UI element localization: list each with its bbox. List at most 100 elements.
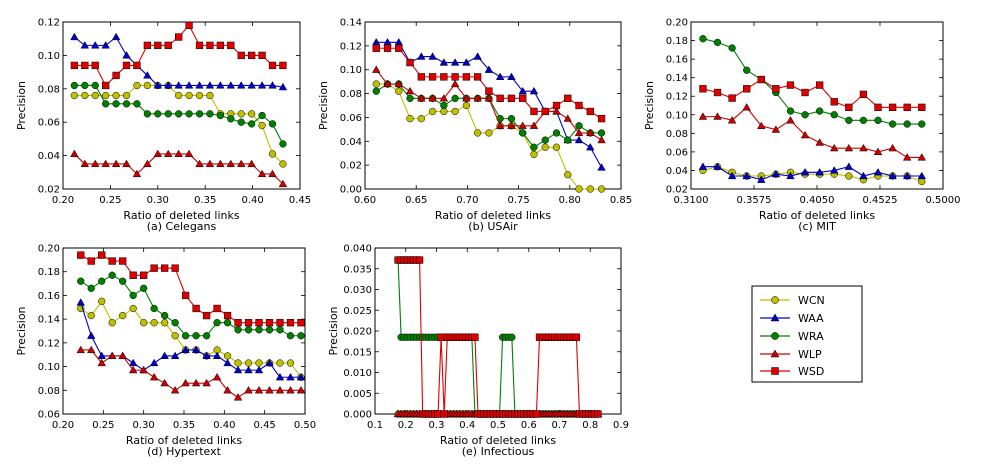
marker-wsd-usair-12 bbox=[507, 94, 516, 102]
marker-wcn-usair-3 bbox=[406, 114, 414, 123]
ytick-label-celegans-0: 0.02 bbox=[38, 185, 60, 196]
marker-wra-mit-13 bbox=[888, 120, 897, 128]
series-waa-celegans bbox=[70, 32, 288, 91]
marker-waa-usair-9 bbox=[473, 52, 482, 60]
xtick-label-hypertext-2: 0.30 bbox=[133, 420, 155, 431]
xtick-label-mit-2: 0.4050 bbox=[800, 195, 835, 206]
marker-waa-usair-20 bbox=[597, 163, 606, 171]
marker-wsd-infectious-25 bbox=[471, 333, 479, 341]
marker-wsd-celegans-17 bbox=[248, 51, 256, 60]
marker-wlp-mit-12 bbox=[873, 147, 883, 155]
marker-wra-celegans-3 bbox=[102, 100, 110, 108]
marker-wlp-hypertext-20 bbox=[286, 385, 295, 394]
series-waa-mit bbox=[698, 162, 927, 183]
marker-wcn-usair-18 bbox=[575, 185, 583, 193]
xtick-label-celegans-3: 0.35 bbox=[194, 195, 216, 206]
marker-wsd-infectious-13 bbox=[434, 410, 442, 418]
marker-wsd-celegans-0 bbox=[70, 61, 79, 70]
marker-wsd-usair-11 bbox=[496, 94, 504, 102]
marker-waa-celegans-12 bbox=[195, 81, 204, 89]
marker-wsd-mit-6 bbox=[786, 81, 795, 89]
marker-wlp-mit-9 bbox=[830, 143, 839, 152]
marker-waa-hypertext-16 bbox=[244, 365, 253, 374]
marker-waa-mit-14 bbox=[902, 171, 912, 180]
marker-wra-hypertext-19 bbox=[276, 326, 284, 334]
marker-wsd-hypertext-1 bbox=[87, 257, 95, 265]
marker-waa-celegans-1 bbox=[80, 41, 90, 49]
marker-wcn-celegans-11 bbox=[185, 91, 193, 100]
series-wsd-infectious bbox=[394, 256, 602, 418]
marker-wcn-hypertext-7 bbox=[150, 319, 158, 327]
marker-wcn-hypertext-4 bbox=[119, 311, 127, 320]
xtick-label-celegans-2: 0.30 bbox=[147, 195, 169, 206]
marker-wra-infectious-37 bbox=[508, 333, 516, 341]
marker-wlp-hypertext-9 bbox=[170, 385, 180, 394]
marker-wra-hypertext-9 bbox=[171, 319, 179, 327]
marker-wsd-hypertext-11 bbox=[192, 304, 200, 313]
marker-wcn-hypertext-20 bbox=[286, 359, 295, 367]
marker-waa-mit-0 bbox=[698, 162, 708, 170]
marker-wsd-hypertext-9 bbox=[171, 264, 179, 272]
marker-wlp-celegans-8 bbox=[153, 149, 163, 158]
marker-wsd-infectious-15 bbox=[440, 410, 448, 418]
marker-wsd-hypertext-15 bbox=[234, 319, 242, 327]
ytick-label-mit-9: 0.20 bbox=[666, 18, 688, 29]
marker-wra-usair-12 bbox=[507, 114, 516, 123]
marker-wra-hypertext-4 bbox=[119, 277, 127, 285]
marker-wlp-celegans-20 bbox=[278, 179, 288, 188]
marker-wra-mit-11 bbox=[859, 116, 868, 124]
ytick-label-celegans-4: 0.10 bbox=[38, 51, 60, 62]
marker-wlp-celegans-18 bbox=[257, 169, 267, 178]
marker-wsd-mit-9 bbox=[830, 98, 838, 106]
marker-wlp-hypertext-8 bbox=[160, 378, 169, 387]
marker-waa-hypertext-21 bbox=[296, 372, 306, 381]
plot-area-celegans bbox=[70, 21, 288, 188]
marker-wra-celegans-6 bbox=[133, 100, 141, 108]
marker-wsd-mit-4 bbox=[757, 75, 765, 84]
marker-wlp-celegans-13 bbox=[205, 159, 215, 168]
caption-hypertext: (d) Hypertext bbox=[147, 445, 222, 458]
xtick-label-hypertext-3: 0.35 bbox=[173, 420, 195, 431]
marker-wra-celegans-4 bbox=[112, 100, 120, 108]
marker-wsd-usair-2 bbox=[395, 44, 403, 52]
marker-wlp-usair-10 bbox=[484, 94, 494, 102]
marker-wcn-hypertext-3 bbox=[108, 319, 116, 327]
marker-wra-mit-7 bbox=[801, 111, 809, 119]
marker-wlp-mit-14 bbox=[902, 153, 912, 161]
ylabel-hypertext: Precision bbox=[15, 306, 28, 355]
xlabel-hypertext: Ratio of deleted links bbox=[126, 434, 242, 447]
marker-wcn-usair-7 bbox=[451, 107, 459, 116]
xtick-label-usair-1: 0.65 bbox=[405, 195, 427, 206]
marker-wsd-infectious-65 bbox=[594, 410, 602, 418]
marker-waa-hypertext-9 bbox=[170, 351, 180, 359]
marker-wlp-celegans-6 bbox=[132, 169, 142, 178]
marker-wra-usair-18 bbox=[575, 122, 583, 130]
line-wsd-mit bbox=[702, 78, 922, 108]
marker-waa-hypertext-0 bbox=[76, 298, 85, 306]
marker-wsd-usair-8 bbox=[462, 73, 471, 81]
line-wra-mit bbox=[702, 38, 922, 125]
marker-wsd-usair-3 bbox=[406, 58, 414, 67]
marker-wlp-hypertext-2 bbox=[97, 358, 106, 367]
xtick-label-hypertext-4: 0.40 bbox=[213, 420, 235, 431]
marker-waa-celegans-5 bbox=[122, 51, 131, 59]
legend-label-wsd: WSD bbox=[798, 365, 824, 378]
marker-wlp-hypertext-15 bbox=[233, 393, 243, 401]
marker-waa-usair-18 bbox=[574, 135, 584, 144]
ytick-label-mit-6: 0.14 bbox=[666, 73, 688, 84]
marker-waa-mit-9 bbox=[830, 166, 839, 174]
marker-wsd-mit-5 bbox=[772, 85, 780, 93]
marker-wlp-usair-4 bbox=[417, 94, 426, 102]
xtick-label-infectious-0: 0.1 bbox=[367, 420, 383, 431]
marker-wlp-mit-2 bbox=[727, 116, 737, 124]
marker-waa-celegans-20 bbox=[278, 82, 288, 91]
marker-wcn-celegans-10 bbox=[175, 91, 183, 100]
ylabel-usair: Precision bbox=[317, 81, 330, 130]
chart-infectious: 0.1 0.2 0.3 0.4 0.5 0.6 0.7 0.8 0.9 0.000 0.005 0.0… bbox=[327, 244, 629, 459]
marker-wlp-celegans-19 bbox=[268, 169, 277, 178]
marker-waa-hypertext-17 bbox=[254, 365, 264, 374]
marker-wlp-mit-0 bbox=[698, 112, 708, 120]
marker-wra-celegans-8 bbox=[154, 110, 162, 118]
marker-wlp-mit-6 bbox=[786, 116, 795, 124]
marker-waa-celegans-9 bbox=[163, 81, 173, 89]
